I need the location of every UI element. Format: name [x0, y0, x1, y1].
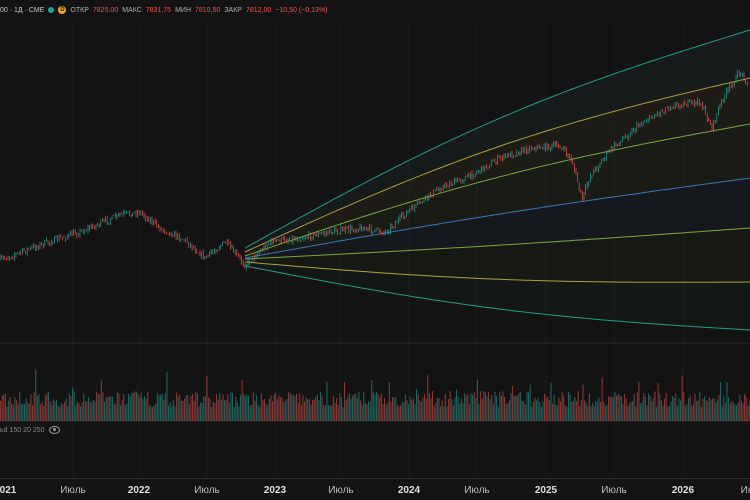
grid [7, 20, 684, 478]
time-axis-tick: Июль [601, 485, 627, 496]
time-axis-tick: 2022 [127, 485, 151, 496]
band-yellow-upper[interactable] [244, 77, 750, 253]
band-yellow-lower[interactable] [244, 261, 750, 283]
change-value: −10,50 (−0,13%) [275, 6, 328, 14]
band-fill [245, 78, 750, 256]
open-label: ОТКР [70, 6, 89, 14]
band-fill [245, 178, 750, 259]
close-label: ЗАКР [224, 6, 242, 14]
volume-bars[interactable] [0, 369, 750, 422]
symbol-legend: 00 · 1Д · CME D ОТКР 7825,00 МАКС 7831,75 … [0, 3, 327, 17]
eye-icon[interactable] [48, 426, 60, 434]
candlesticks[interactable] [0, 69, 750, 271]
time-axis-tick: Июль [328, 485, 354, 496]
band-green-upper[interactable] [244, 123, 750, 257]
time-axis-tick: Июль [464, 485, 490, 496]
data-badge[interactable]: D [58, 6, 67, 14]
low-value: 7810,50 [195, 6, 221, 14]
volume-legend-text: ьd 150 20 250 [0, 426, 45, 434]
band-fill [245, 30, 750, 252]
band-fill [245, 124, 750, 258]
band-outer-upper[interactable] [244, 29, 750, 249]
time-axis-tick: 2024 [397, 485, 421, 496]
band-green-lower[interactable] [244, 227, 750, 260]
high-label: МАКС [122, 6, 142, 14]
time-axis-tick: Ию [740, 485, 750, 496]
time-axis-tick: 2025 [534, 485, 558, 496]
time-axis-tick: Июль [60, 485, 86, 496]
band-mid[interactable] [244, 177, 750, 259]
symbol-label[interactable]: 00 · 1Д · CME [0, 6, 45, 14]
volume-legend: ьd 150 20 250 [0, 426, 60, 434]
high-value: 7831,75 [145, 6, 172, 14]
time-axis-tick: 021 [0, 485, 17, 496]
time-axis-tick: 2023 [263, 485, 287, 496]
time-axis-tick: 2026 [671, 485, 695, 496]
market-status-dot [48, 7, 55, 13]
time-axis-divider [0, 478, 750, 479]
time-axis-tick: Июль [194, 485, 220, 496]
low-label: МИН [175, 6, 191, 14]
band-outer-lower[interactable] [244, 265, 750, 331]
open-value: 7825,00 [92, 6, 119, 14]
close-value: 7812,00 [245, 6, 272, 14]
